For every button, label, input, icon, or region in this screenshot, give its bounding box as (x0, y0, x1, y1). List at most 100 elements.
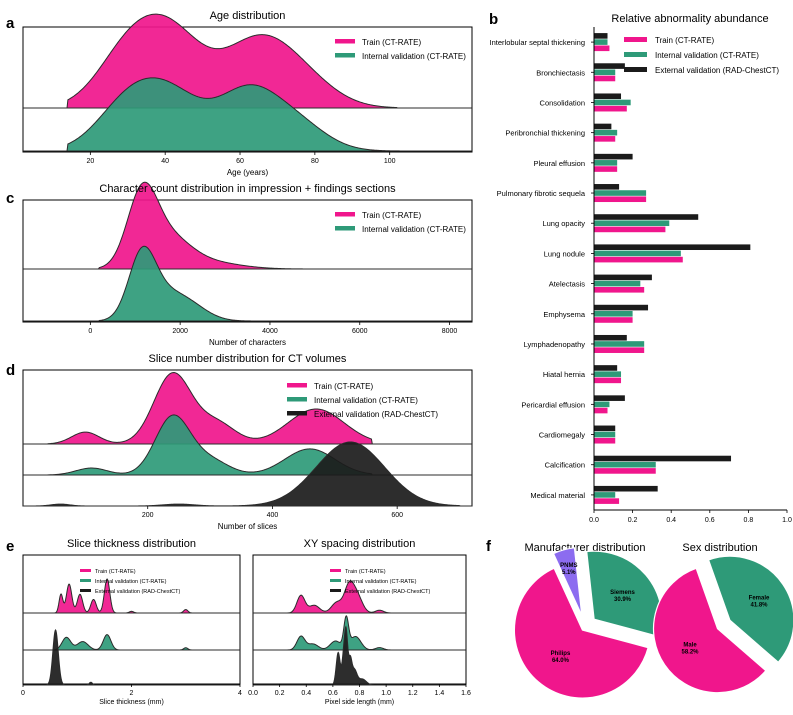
b-bar (594, 371, 622, 377)
b-category-label: Pulmonary fibrotic sequela (497, 189, 586, 198)
b-bar (594, 286, 645, 293)
b-bar (594, 196, 647, 203)
b-bar (594, 274, 652, 281)
b-category-label: Emphysema (543, 310, 586, 319)
c-xtick-label: 0 (88, 328, 92, 335)
panel-letter-d: d (6, 362, 15, 379)
d-legend-swatch (287, 383, 307, 388)
b-category-label: Bronchiectasis (536, 68, 585, 77)
b-category-label: Pericardial effusion (521, 400, 585, 409)
b-xtick-label: 0.6 (705, 517, 715, 524)
c-legend-swatch (335, 226, 355, 231)
b-bar (594, 431, 616, 438)
b-bar (594, 45, 610, 52)
e2-xtick-label: 0.4 (301, 690, 311, 697)
b-bar (594, 123, 612, 130)
e1-ridge-1 (23, 634, 240, 651)
e1-legend-swatch (80, 579, 91, 582)
f1-slice-pnms (552, 547, 583, 616)
b-bar (594, 407, 608, 414)
e2-xtick-label: 1.4 (435, 690, 445, 697)
b-bar (594, 69, 616, 76)
c-ridge-1 (23, 245, 472, 322)
b-bar (594, 377, 622, 384)
b-legend-swatch (624, 67, 647, 72)
b-bar (594, 365, 618, 371)
b-bar (594, 455, 732, 462)
e1-ridge-2 (23, 629, 240, 686)
b-category-label: Lung nodule (544, 249, 585, 258)
panel-letter-e: e (6, 538, 14, 555)
e1-legend-label: External validation (RAD-ChestCT) (95, 589, 180, 595)
e2-legend-label: Train (CT-RATE) (345, 569, 386, 575)
b-bar (594, 485, 658, 492)
f1-slice-pct: 64.0% (552, 658, 570, 664)
a-legend-label: Train (CT-RATE) (362, 38, 421, 47)
f1-title: Manufacturer distribution (524, 542, 645, 554)
e1-xlabel: Slice thickness (mm) (99, 699, 164, 706)
a-xtick-label: 60 (236, 158, 244, 165)
panel-letter-c: c (6, 190, 14, 207)
e2-title: XY spacing distribution (304, 538, 416, 550)
e2-xtick-label: 0.2 (275, 690, 285, 697)
b-category-label: Interlobular septal thickening (490, 38, 585, 47)
a-title: Age distribution (210, 10, 286, 22)
f2-title: Sex distribution (682, 542, 757, 554)
b-bar (594, 220, 670, 227)
b-category-label: Calcification (545, 461, 585, 470)
b-bar (594, 401, 610, 408)
f1-slice-label: Philips (551, 651, 571, 657)
e1-xtick-label: 0 (21, 690, 25, 697)
b-xtick-label: 0.0 (589, 517, 599, 524)
b-bar (594, 461, 656, 468)
d-ridge-2 (23, 441, 472, 507)
c-xtick-label: 6000 (352, 328, 368, 335)
c-xtick-label: 8000 (442, 328, 458, 335)
b-bar (594, 310, 633, 317)
c-plot-frame (22, 199, 473, 323)
f1-slice-pct: 5.1% (562, 570, 576, 576)
e1-legend-swatch (80, 569, 91, 572)
d-legend-swatch (287, 397, 307, 402)
b-bar (594, 334, 627, 341)
e2-legend-swatch (330, 569, 341, 572)
e2-legend-label: External validation (RAD-ChestCT) (345, 589, 430, 595)
b-bar (594, 99, 631, 106)
c-title: Character count distribution in impressi… (99, 183, 396, 195)
b-category-label: Lung opacity (542, 219, 585, 228)
a-xtick-label: 40 (161, 158, 169, 165)
b-bar (594, 395, 625, 401)
b-bar (594, 129, 618, 136)
d-xtick-label: 600 (391, 512, 403, 519)
b-xtick-label: 0.4 (666, 517, 676, 524)
e1-legend-label: Internal validation (CT-RATE) (95, 579, 167, 585)
b-category-label: Medical material (530, 491, 585, 500)
d-legend-label: Train (CT-RATE) (314, 382, 373, 391)
d-xlabel: Number of slices (218, 522, 278, 531)
b-bar (594, 492, 616, 498)
a-ridge-1 (23, 77, 472, 152)
b-category-label: Hiatal hernia (543, 370, 586, 379)
c-legend-swatch (335, 212, 355, 217)
b-category-label: Lymphadenopathy (524, 340, 586, 349)
a-xtick-label: 80 (311, 158, 319, 165)
b-bar (594, 341, 645, 347)
b-bar (594, 280, 641, 287)
f2-slice-pct: 58.2% (681, 649, 699, 655)
f1-slice-pct: 30.9% (614, 597, 632, 603)
e2-legend-swatch (330, 579, 341, 582)
d-xtick-label: 200 (142, 512, 154, 519)
b-legend-swatch (624, 52, 647, 57)
b-bar (594, 63, 625, 69)
f2-slice-pct: 41.8% (751, 602, 769, 608)
a-xlabel: Age (years) (227, 168, 269, 177)
e2-legend-swatch (330, 589, 341, 592)
f1-slice-label: Siemens (610, 590, 635, 596)
panel-letter-f: f (486, 538, 492, 555)
b-bar (594, 250, 681, 257)
e2-xtick-label: 1.6 (461, 690, 471, 697)
b-xtick-label: 1.0 (782, 517, 792, 524)
b-bar (594, 214, 699, 220)
b-legend-label: Train (CT-RATE) (655, 36, 714, 45)
